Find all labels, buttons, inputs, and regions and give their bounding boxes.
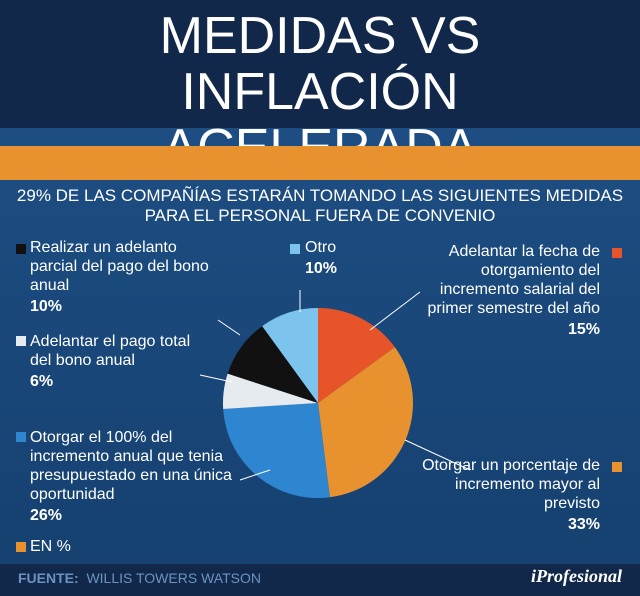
legend-marker (16, 542, 26, 552)
logo: iProfesional (530, 566, 622, 586)
pie-slice (223, 373, 318, 409)
source: FUENTE: WILLIS TOWERS WATSON (18, 570, 261, 586)
pie-slice (318, 347, 414, 498)
category-label: Realizar un adelanto parcial del pago de… (30, 239, 209, 294)
category-label: Adelantar el pago total del bono anual (30, 333, 191, 369)
legend-marker (612, 462, 622, 472)
leader-line (217, 319, 241, 336)
value-label: 6% (30, 373, 54, 390)
pie-slice (227, 326, 318, 403)
value-label: 10% (30, 298, 63, 315)
accent-band (0, 146, 640, 180)
value-label: 15% (567, 321, 600, 338)
category-label: Otro (305, 239, 337, 256)
leader-line (404, 439, 471, 471)
chart-subtitle: 29% DE LAS COMPAÑÍAS ESTARÁN TOMANDO LAS… (16, 186, 624, 225)
legend-marker (16, 336, 26, 346)
chart-title: MEDIDAS VS INFLACIÓN ACELERADA (0, 0, 640, 176)
slice-label: Otro 10% (305, 238, 365, 278)
value-label: 10% (305, 260, 338, 277)
slice-label: Realizar un adelanto parcial del pago de… (30, 238, 220, 316)
legend-note: EN % (30, 538, 71, 555)
legend-marker (612, 248, 622, 258)
leader-line (369, 291, 421, 331)
leader-line (199, 374, 233, 383)
leader-lines (199, 290, 471, 481)
category-label: Otorgar el 100% del incremento anual que… (30, 429, 232, 503)
value-label: 33% (567, 516, 600, 533)
footer-bar (0, 564, 640, 596)
pie-slice (262, 308, 318, 403)
pie-slice (318, 308, 395, 403)
source-label: FUENTE: (18, 570, 79, 586)
category-label: Otorgar un porcentaje de incremento mayo… (422, 457, 600, 512)
pie-slice (223, 403, 330, 499)
slice-label: Otorgar un porcentaje de incremento mayo… (410, 456, 600, 534)
slice-label: Otorgar el 100% del incremento anual que… (30, 428, 250, 525)
legend-marker (16, 244, 26, 254)
value-label: 26% (30, 507, 63, 524)
slice-label: Adelantar la fecha de otorgamiento del i… (420, 242, 600, 339)
leader-line (239, 469, 271, 481)
legend-marker (290, 244, 300, 254)
slice-label: Adelantar el pago total del bono anual 6% (30, 332, 200, 391)
legend-marker (16, 432, 26, 442)
category-label: Adelantar la fecha de otorgamiento del i… (427, 243, 600, 317)
source-name: WILLIS TOWERS WATSON (86, 570, 261, 586)
